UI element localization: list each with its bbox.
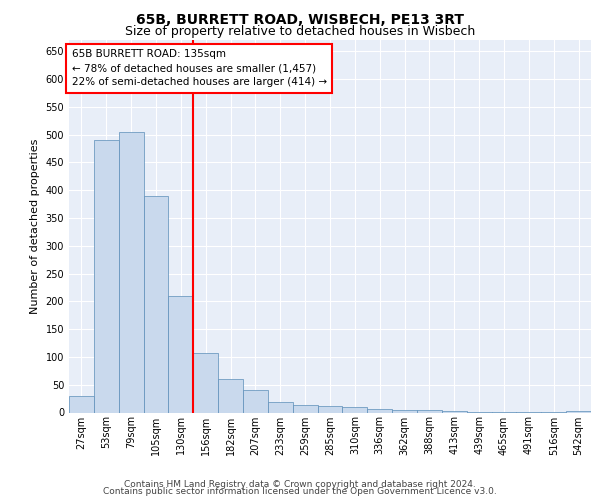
Y-axis label: Number of detached properties: Number of detached properties [30,138,40,314]
Bar [367,408,392,412]
Bar [94,140,119,412]
Bar [268,402,293,412]
Bar [169,296,193,412]
Bar [69,396,94,412]
Bar [218,379,243,412]
Bar [193,353,218,412]
Bar [442,411,467,412]
Text: 65B BURRETT ROAD: 135sqm
← 78% of detached houses are smaller (1,457)
22% of sem: 65B BURRETT ROAD: 135sqm ← 78% of detach… [71,50,327,88]
Bar [243,390,268,412]
Bar [293,404,317,412]
Text: Size of property relative to detached houses in Wisbech: Size of property relative to detached ho… [125,25,475,38]
Bar [143,196,169,412]
Bar [417,410,442,412]
Bar [317,406,343,412]
Text: Contains HM Land Registry data © Crown copyright and database right 2024.: Contains HM Land Registry data © Crown c… [124,480,476,489]
Text: Contains public sector information licensed under the Open Government Licence v3: Contains public sector information licen… [103,488,497,496]
Bar [343,407,367,412]
Bar [119,132,143,412]
Bar [566,411,591,412]
Bar [392,410,417,412]
Text: 65B, BURRETT ROAD, WISBECH, PE13 3RT: 65B, BURRETT ROAD, WISBECH, PE13 3RT [136,12,464,26]
